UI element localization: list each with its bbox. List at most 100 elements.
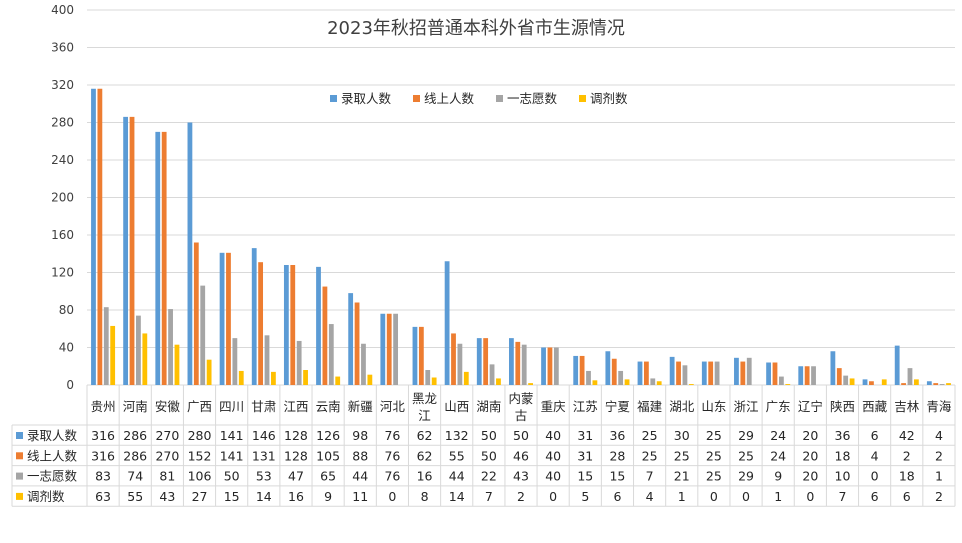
y-tick-label: 280 <box>51 116 74 130</box>
table-cell: 50 <box>481 428 497 443</box>
category-label: 宁夏 <box>605 399 631 414</box>
table-cell: 88 <box>352 448 368 463</box>
bar-线上人数-宁夏 <box>611 358 617 385</box>
table-row-key <box>16 432 23 439</box>
legend-key <box>579 95 586 102</box>
bar-线上人数-四川 <box>226 252 231 385</box>
category-label: 辽宁 <box>798 399 823 414</box>
bar-录取人数-广东 <box>766 362 771 385</box>
bar-录取人数-湖北 <box>669 356 675 385</box>
category-label: 云南 <box>316 399 341 414</box>
bar-线上人数-黑龙江 <box>418 326 424 385</box>
bar-一志愿数-浙江 <box>746 357 752 385</box>
bar-录取人数-西藏 <box>862 379 868 385</box>
table-cell: 126 <box>316 428 340 443</box>
category-label: 江 <box>418 408 431 423</box>
table-cell: 31 <box>577 428 593 443</box>
bar-一志愿数-河南 <box>136 315 141 385</box>
table-cell: 24 <box>770 428 786 443</box>
y-tick-label: 240 <box>51 153 74 167</box>
bar-线上人数-江苏 <box>579 355 585 385</box>
table-row-key <box>16 492 23 500</box>
table-cell: 55 <box>449 448 465 463</box>
table-cell: 50 <box>481 448 497 463</box>
bar-线上人数-福建 <box>643 361 649 385</box>
bar-录取人数-浙江 <box>734 357 739 385</box>
category-label: 甘肃 <box>251 399 276 414</box>
table-cell: 0 <box>806 489 814 504</box>
bar-录取人数-江西 <box>283 265 289 385</box>
table-cell: 18 <box>899 469 915 484</box>
bar-线上人数-浙江 <box>740 361 746 385</box>
bar-录取人数-甘肃 <box>251 248 257 385</box>
bar-调剂数-福建 <box>656 381 662 385</box>
bar-一志愿数-江苏 <box>586 370 591 385</box>
table-cell: 141 <box>220 448 244 463</box>
data-table: 贵州3163168363河南2862867455安徽2702708143广西28… <box>11 385 956 507</box>
table-cell: 25 <box>674 448 690 463</box>
bar-线上人数-陕西 <box>836 368 842 385</box>
legend-label: 一志愿数 <box>507 91 558 106</box>
table-cell: 31 <box>577 448 593 463</box>
bar-调剂数-西藏 <box>881 379 887 385</box>
bar-一志愿数-重庆 <box>553 347 559 385</box>
table-cell: 2 <box>517 489 525 504</box>
category-label: 河北 <box>380 399 406 414</box>
table-cell: 81 <box>159 469 175 484</box>
bar-线上人数-甘肃 <box>258 262 264 385</box>
gridlines <box>87 9 955 386</box>
bar-录取人数-江苏 <box>573 355 579 385</box>
bar-线上人数-重庆 <box>547 347 553 385</box>
bar-一志愿数-安徽 <box>168 309 173 385</box>
bar-一志愿数-湖南 <box>489 364 495 385</box>
bar-线上人数-广西 <box>193 242 199 385</box>
bar-调剂数-贵州 <box>110 325 116 385</box>
table-cell: 15 <box>609 469 625 484</box>
bar-一志愿数-福建 <box>650 378 656 385</box>
table-cell: 55 <box>127 489 143 504</box>
bar-线上人数-吉林 <box>901 383 906 385</box>
bar-线上人数-山东 <box>708 361 714 385</box>
bar-录取人数-重庆 <box>541 347 546 385</box>
table-cell: 9 <box>324 489 332 504</box>
table-cell: 25 <box>706 448 722 463</box>
bar-一志愿数-黑龙江 <box>425 370 431 385</box>
table-row-key <box>16 472 23 480</box>
category-label: 湖北 <box>669 399 695 414</box>
table-cell: 20 <box>802 469 818 484</box>
bar-线上人数-内蒙古 <box>515 341 521 385</box>
table-row-key <box>16 452 23 460</box>
y-tick-label: 120 <box>51 266 74 280</box>
table-cell: 6 <box>613 489 621 504</box>
category-label: 山东 <box>701 399 726 414</box>
table-cell: 270 <box>155 428 179 443</box>
table-cell: 40 <box>545 428 561 443</box>
table-cell: 141 <box>220 428 244 443</box>
table-cell: 25 <box>642 428 658 443</box>
table-cell: 20 <box>802 428 818 443</box>
table-cell: 270 <box>155 448 179 463</box>
table-cell: 16 <box>417 469 433 484</box>
bar-调剂数-山西 <box>463 371 469 385</box>
table-cell: 0 <box>549 489 557 504</box>
table-cell: 128 <box>284 428 308 443</box>
bar-调剂数-广西 <box>206 359 212 385</box>
bar-一志愿数-陕西 <box>843 375 849 385</box>
table-cell: 128 <box>284 448 308 463</box>
table-cell: 105 <box>316 448 340 463</box>
table-cell: 29 <box>738 469 754 484</box>
table-cell: 44 <box>352 469 368 484</box>
category-label: 古 <box>515 408 528 423</box>
table-cell: 76 <box>384 469 400 484</box>
table-cell: 46 <box>513 448 529 463</box>
bar-录取人数-河南 <box>123 116 129 385</box>
bar-调剂数-新疆 <box>367 374 373 385</box>
y-tick-label: 160 <box>51 228 74 242</box>
bar-一志愿数-广西 <box>200 285 206 385</box>
category-label: 江苏 <box>573 399 598 414</box>
bar-一志愿数-新疆 <box>361 343 366 385</box>
table-cell: 5 <box>581 489 589 504</box>
table-cell: 7 <box>485 489 493 504</box>
table-cell: 62 <box>417 448 433 463</box>
